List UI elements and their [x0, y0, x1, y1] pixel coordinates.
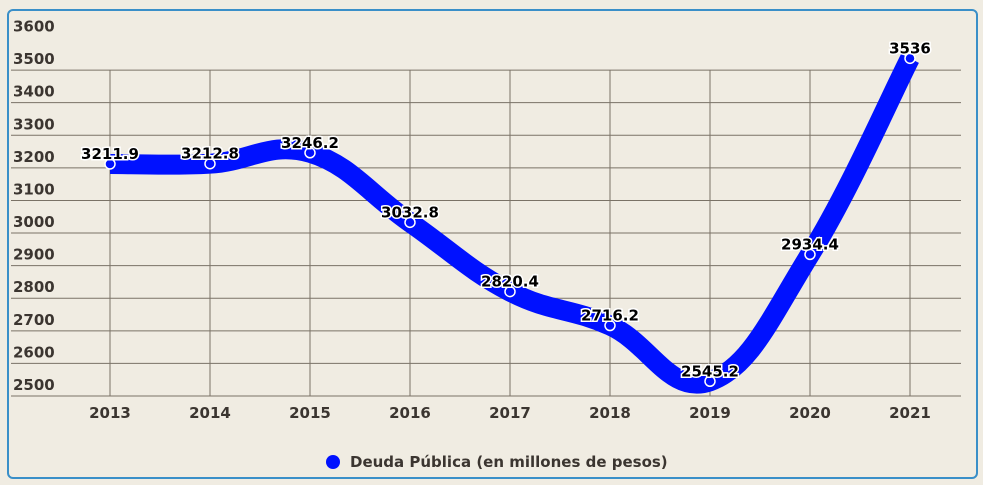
y-tick-label: 2500 — [13, 376, 55, 394]
data-label: 3211.9 — [81, 145, 139, 163]
y-tick-label: 3100 — [13, 180, 55, 198]
data-label: 2716.2 — [581, 307, 639, 325]
y-tick-label: 2900 — [13, 246, 55, 264]
x-tick-label: 2016 — [389, 404, 431, 422]
x-tick-label: 2017 — [489, 404, 531, 422]
legend-marker-icon — [326, 455, 340, 469]
y-tick-label: 2800 — [13, 278, 55, 296]
data-point[interactable] — [404, 216, 416, 229]
y-tick-label: 2600 — [13, 343, 55, 361]
data-labels: 3211.9 3212.8 3246.2 3032.8 2820.4 2716.2 2545… — [80, 38, 933, 382]
data-label: 3246.2 — [281, 134, 339, 152]
y-axis: 3600 3500 3400 3300 3200 3100 3000 2900 2800 2700… — [13, 18, 55, 395]
x-tick-label: 2020 — [789, 404, 831, 422]
data-point[interactable] — [304, 147, 316, 159]
data-label: 3212.8 — [181, 145, 239, 163]
y-tick-label: 2700 — [13, 311, 55, 329]
y-tick-label: 3400 — [13, 83, 55, 101]
x-tick-label: 2019 — [689, 404, 731, 422]
series-deuda-publica — [104, 52, 919, 394]
legend-label: Deuda Pública (en millones de pesos) — [350, 453, 668, 471]
y-tick-label: 3200 — [13, 148, 55, 166]
data-point[interactable] — [504, 285, 516, 298]
x-axis: 2013 2014 2015 2016 2017 2018 2019 2020 2021 — [89, 404, 931, 422]
data-point[interactable] — [704, 375, 716, 388]
y-tick-label: 3000 — [13, 213, 55, 231]
x-tick-label: 2013 — [89, 404, 131, 422]
x-tick-label: 2021 — [889, 404, 931, 422]
legend[interactable]: Deuda Pública (en millones de pesos) — [326, 453, 668, 471]
data-label: 2820.4 — [481, 273, 539, 291]
series-line — [109, 53, 919, 394]
data-point[interactable] — [204, 157, 216, 170]
y-tick-label: 3300 — [13, 115, 55, 133]
x-tick-label: 2014 — [189, 404, 231, 422]
data-label: 3032.8 — [381, 203, 439, 221]
data-point[interactable] — [804, 248, 816, 261]
y-tick-label: 3600 — [13, 18, 55, 36]
data-point[interactable] — [904, 52, 916, 65]
data-point[interactable] — [104, 158, 116, 170]
data-label: 2934.4 — [781, 235, 839, 253]
data-label: 2545.2 — [681, 362, 739, 380]
x-tick-label: 2015 — [289, 404, 331, 422]
x-tick-label: 2018 — [589, 404, 631, 422]
y-tick-label: 3500 — [13, 50, 55, 68]
data-point[interactable] — [604, 319, 616, 332]
data-label: 3536 — [889, 39, 931, 57]
